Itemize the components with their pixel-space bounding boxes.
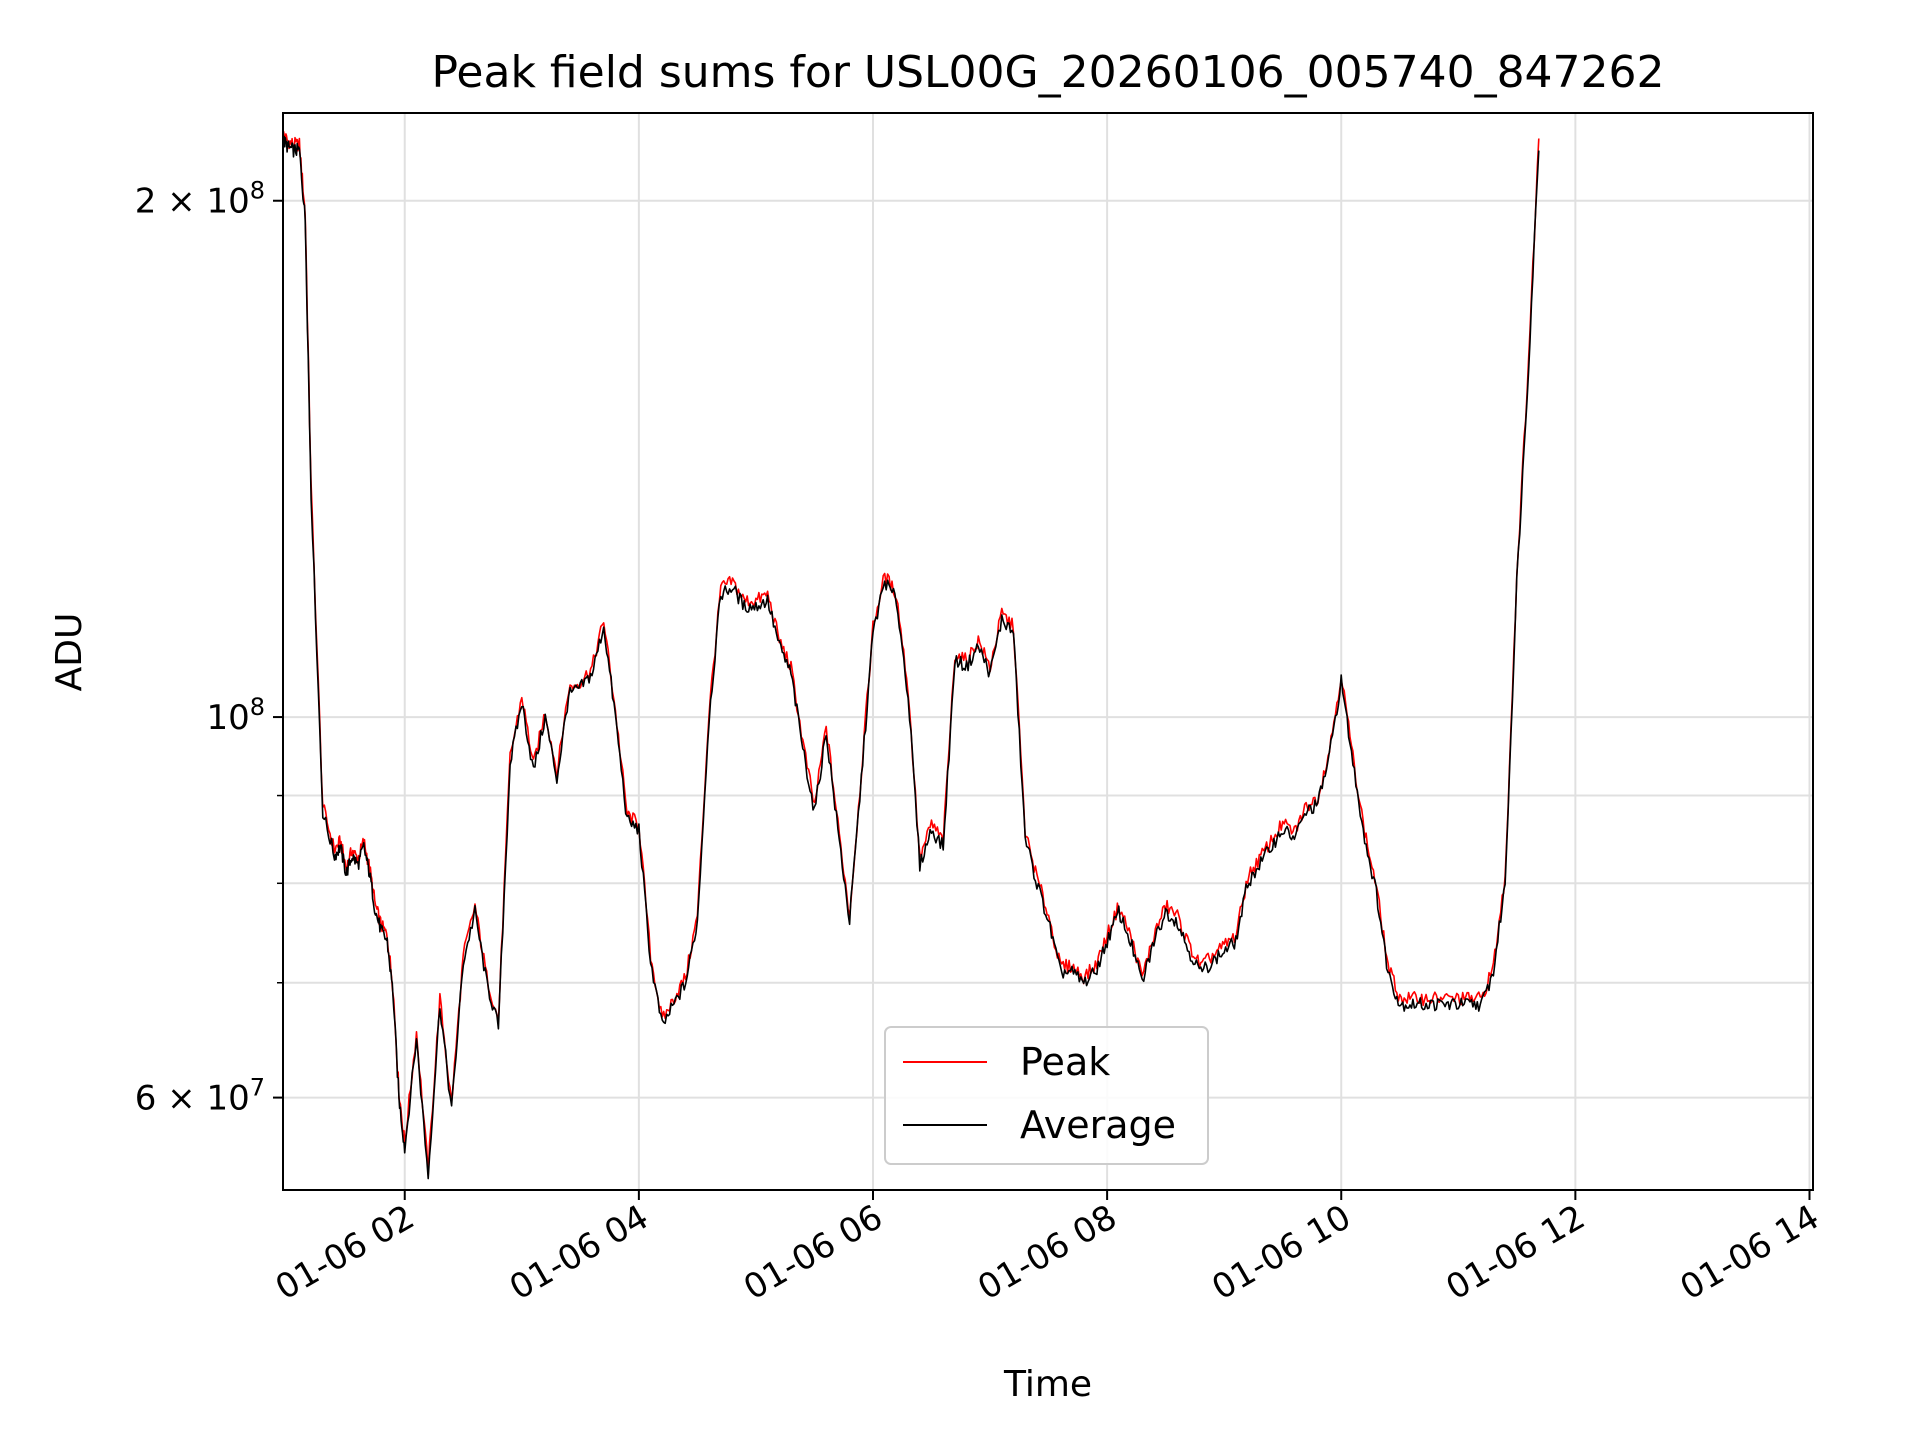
y-tick-base: 10 (206, 698, 249, 738)
y-tick-exponent: 7 (250, 1074, 265, 1102)
series-line-average (282, 135, 1540, 1180)
chart-title: Peak field sums for USL00G_20260106_0057… (431, 47, 1664, 98)
series-layer (282, 130, 1540, 1180)
y-tick-label: 2 × 108 (135, 177, 265, 222)
legend: Peak Average (884, 1026, 1209, 1165)
y-tick-label: 6 × 107 (135, 1074, 265, 1119)
plot-frame (282, 112, 1814, 1191)
y-tick-mantissa: 2 (135, 182, 157, 222)
y-tick-exponent: 8 (250, 177, 265, 205)
y-tick-label: 108 (206, 693, 265, 738)
legend-label-average: Average (1020, 1103, 1176, 1147)
y-tick-operator: × (156, 182, 206, 222)
y-tick-base: 10 (206, 1079, 249, 1119)
y-tick-base: 10 (206, 182, 249, 222)
grid (283, 113, 1813, 1190)
y-tick-mantissa: 6 (135, 1079, 157, 1119)
y-tick-exponent: 8 (250, 693, 265, 721)
y-tick-operator: × (156, 1079, 206, 1119)
x-axis-label: Time (1003, 1364, 1092, 1405)
y-axis-label: ADU (49, 613, 90, 692)
legend-label-peak: Peak (1020, 1040, 1110, 1084)
